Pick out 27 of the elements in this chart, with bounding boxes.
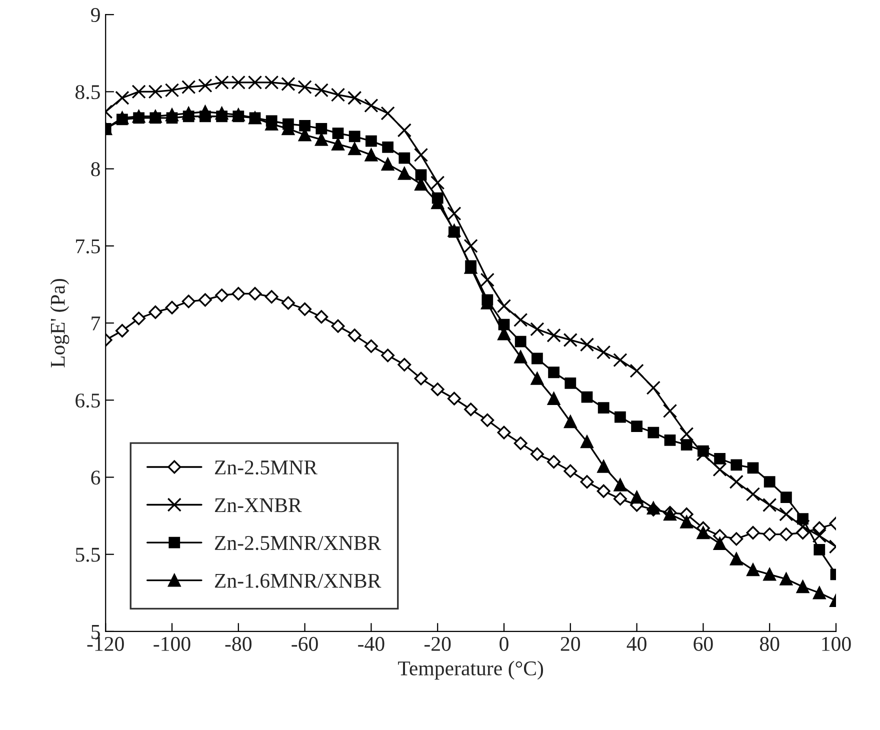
x-tick-label: 80 [760,636,780,651]
y-axis-title: LogE' (Pa) [50,278,70,368]
y-tick-label: 6 [91,470,100,485]
x-tick-label: -100 [154,636,190,651]
x-tick-label: -60 [292,636,318,651]
y-tick-label: 8 [91,162,100,176]
x-tick-label: 20 [560,636,580,651]
y-tick-label: 5 [92,625,100,639]
y-tick-label: 7.5 [76,240,100,254]
x-axis-title: Temperature (°C) [398,660,544,680]
x-tick-label: -40 [358,636,384,651]
x-tick-label: 0 [500,636,508,651]
x-tick-label: 60 [694,636,713,651]
x-tick-label: 100 [822,636,851,651]
legend-label: Zn-2.5MNR [214,460,318,475]
y-tick-label: 8.5 [75,85,100,100]
x-tick-label: -120 [87,636,124,651]
y-tick-label: 7 [92,316,100,330]
x-tick-label: 40 [626,636,646,651]
x-tick-label: -20 [424,636,451,651]
legend-label: Zn-2.5MNR/XNBR [214,536,382,550]
y-tick-label: 6.5 [76,394,100,408]
y-tick-label: 9 [90,8,100,22]
x-tick-label: -80 [225,636,252,651]
y-tick-label: 5.5 [76,548,100,562]
legend-label: Zn-1.6MNR/XNBR [214,574,382,588]
legend-label: Zn-XNBR [214,498,302,512]
